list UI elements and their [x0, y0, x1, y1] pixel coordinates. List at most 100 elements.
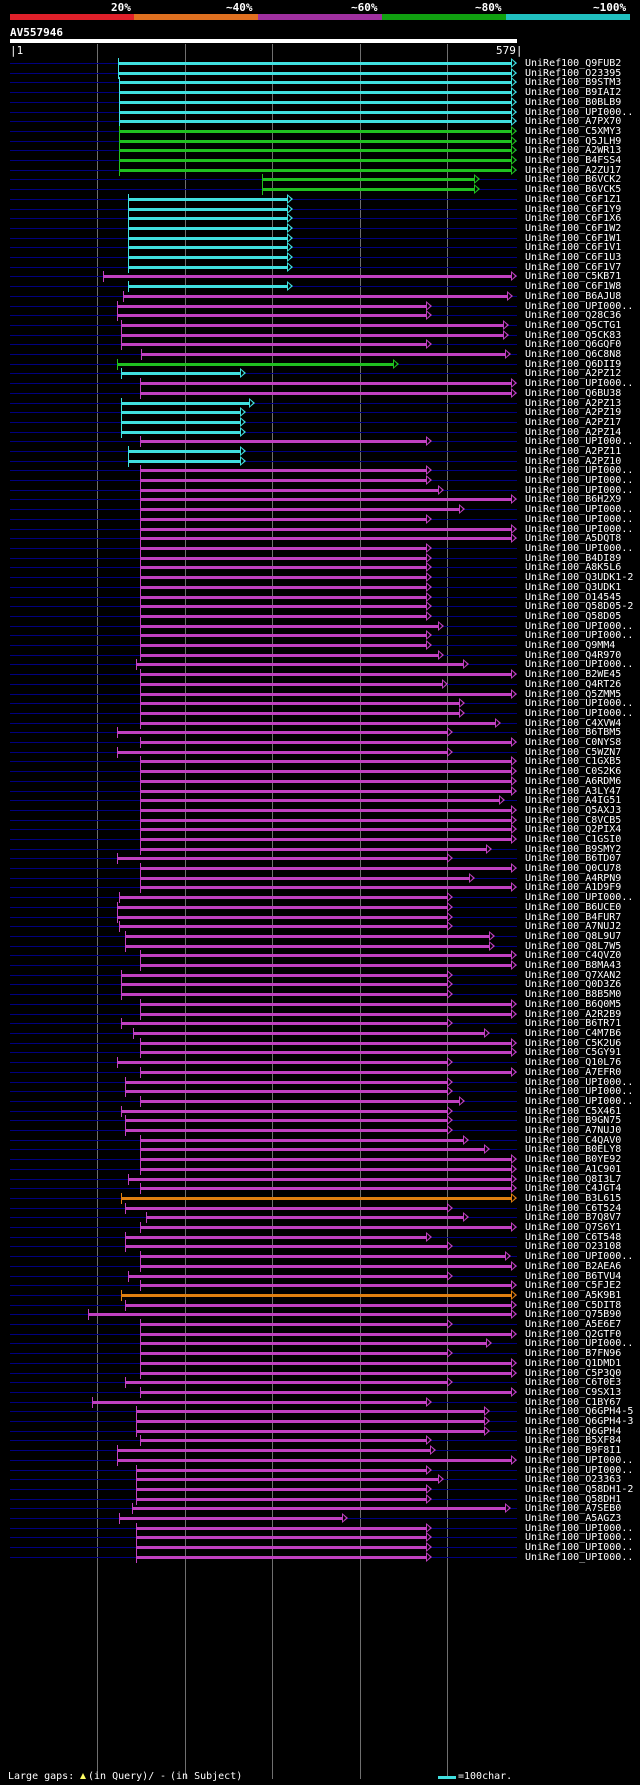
hit-link[interactable]: UniRef100_Q9FUB2	[525, 58, 622, 69]
hit-link[interactable]: UniRef100_C6F1W8	[525, 281, 622, 292]
hit-link[interactable]: UniRef100_A7EFR0	[525, 1067, 622, 1078]
hit-link[interactable]: UniRef100_C5DIT8	[525, 1300, 622, 1311]
hit-link[interactable]: UniRef100_C0S2K6	[525, 766, 622, 777]
hit-link[interactable]: UniRef100_C0NYS8	[525, 737, 622, 748]
hit-link[interactable]: UniRef100_C6F1V1	[525, 242, 622, 253]
hit-link[interactable]: UniRef100_UPI000..	[525, 1465, 634, 1476]
hit-link[interactable]: UniRef100_B6H2X9	[525, 494, 622, 505]
hit-link[interactable]: UniRef100_Q5CK83	[525, 330, 622, 341]
hit-link[interactable]: UniRef100_A2PZ14	[525, 427, 622, 438]
hit-link[interactable]: UniRef100_A2PZ11	[525, 446, 622, 457]
hit-link[interactable]: UniRef100_B0YE92	[525, 1154, 622, 1165]
hit-link[interactable]: UniRef100_Q7XAN2	[525, 970, 622, 981]
hit-link[interactable]: UniRef100_B2AEA6	[525, 1261, 622, 1272]
hit-link[interactable]: UniRef100_A2PZ10	[525, 456, 622, 467]
hit-link[interactable]: UniRef100_Q5JLH9	[525, 136, 622, 147]
hit-link[interactable]: UniRef100_B2WE45	[525, 669, 622, 680]
hit-link[interactable]: UniRef100_C1BY67	[525, 1397, 622, 1408]
hit-link[interactable]: UniRef100_B7FN96	[525, 1348, 622, 1359]
hit-link[interactable]: UniRef100_Q6GPH4-3	[525, 1416, 634, 1427]
hit-link[interactable]: UniRef100_C5WZN7	[525, 747, 622, 758]
hit-link[interactable]: UniRef100_B9SMY2	[525, 844, 622, 855]
hit-link[interactable]: UniRef100_UPI000..	[525, 1251, 634, 1262]
hit-link[interactable]: UniRef100_A3LY47	[525, 786, 622, 797]
hit-link[interactable]: UniRef100_B9F8I1	[525, 1445, 622, 1456]
hit-link[interactable]: UniRef100_Q9MM4	[525, 640, 616, 651]
hit-link[interactable]: UniRef100_B5XF84	[525, 1435, 622, 1446]
hit-link[interactable]: UniRef100_B4FUR7	[525, 912, 622, 923]
hit-link[interactable]: UniRef100_B4DI89	[525, 553, 622, 564]
hit-link[interactable]: UniRef100_UPI000..	[525, 514, 634, 525]
hit-link[interactable]: UniRef100_UPI000..	[525, 892, 634, 903]
hit-link[interactable]: UniRef100_O23363	[525, 1474, 622, 1485]
hit-link[interactable]: UniRef100_C4QVZ0	[525, 950, 622, 961]
hit-link[interactable]: UniRef100_C6F1Z1	[525, 194, 622, 205]
hit-link[interactable]: UniRef100_Q6DII9	[525, 359, 622, 370]
hit-link[interactable]: UniRef100_B6TVU4	[525, 1271, 622, 1282]
hit-link[interactable]: UniRef100_C6F1Y9	[525, 204, 622, 215]
hit-link[interactable]: UniRef100_C4QAV0	[525, 1135, 622, 1146]
hit-link[interactable]: UniRef100_C5X461	[525, 1106, 622, 1117]
hit-link[interactable]: UniRef100_Q8L7W5	[525, 941, 622, 952]
hit-link[interactable]: UniRef100_A2PZ12	[525, 368, 622, 379]
hit-link[interactable]: UniRef100_B6Q0M5	[525, 999, 622, 1010]
hit-link[interactable]: UniRef100_Q6GQF0	[525, 339, 622, 350]
hit-link[interactable]: UniRef100_Q2PIX4	[525, 824, 622, 835]
hit-link[interactable]: UniRef100_C6F1U3	[525, 252, 622, 263]
hit-link[interactable]: UniRef100_Q4R970	[525, 650, 622, 661]
hit-link[interactable]: UniRef100_UPI000..	[525, 524, 634, 535]
hit-link[interactable]: UniRef100_Q8L9U7	[525, 931, 622, 942]
hit-link[interactable]: UniRef100_B9IAI2	[525, 87, 622, 98]
hit-link[interactable]: UniRef100_C6T524	[525, 1203, 622, 1214]
hit-link[interactable]: UniRef100_Q58DH1	[525, 1494, 622, 1505]
hit-link[interactable]: UniRef100_B9STM3	[525, 77, 622, 88]
hit-link[interactable]: UniRef100_A5AGZ3	[525, 1513, 622, 1524]
hit-link[interactable]: UniRef100_C6T548	[525, 1232, 622, 1243]
hit-link[interactable]: UniRef100_A2WR13	[525, 145, 622, 156]
hit-link[interactable]: UniRef100_O23108	[525, 1241, 622, 1252]
hit-link[interactable]: UniRef100_C1GSI0	[525, 834, 622, 845]
hit-link[interactable]: UniRef100_UPI000..	[525, 708, 634, 719]
hit-link[interactable]: UniRef100_B8B5M0	[525, 989, 622, 1000]
hit-link[interactable]: UniRef100_Q8I3L7	[525, 1174, 622, 1185]
hit-link[interactable]: UniRef100_UPI000..	[525, 436, 634, 447]
hit-link[interactable]: UniRef100_B6UCE0	[525, 902, 622, 913]
hit-link[interactable]: UniRef100_Q3UDK1	[525, 582, 622, 593]
hit-link[interactable]: UniRef100_B7Q8V7	[525, 1212, 622, 1223]
hit-link[interactable]: UniRef100_A2R2B9	[525, 1009, 622, 1020]
hit-link[interactable]: UniRef100_B6VCK5	[525, 184, 622, 195]
hit-link[interactable]: UniRef100_UPI000..	[525, 1096, 634, 1107]
hit-link[interactable]: UniRef100_B9GN75	[525, 1115, 622, 1126]
hit-link[interactable]: UniRef100_A4RPN9	[525, 873, 622, 884]
hit-link[interactable]: UniRef100_UPI000..	[525, 465, 634, 476]
hit-link[interactable]: UniRef100_C4M7B6	[525, 1028, 622, 1039]
hit-link[interactable]: UniRef100_UPI000..	[525, 1455, 634, 1466]
hit-link[interactable]: UniRef100_C5XMY3	[525, 126, 622, 137]
hit-link[interactable]: UniRef100_Q5CTG1	[525, 320, 622, 331]
hit-link[interactable]: UniRef100_Q0D3Z6	[525, 979, 622, 990]
hit-link[interactable]: UniRef100_C9SX13	[525, 1387, 622, 1398]
hit-link[interactable]: UniRef100_C5P3Q0	[525, 1368, 622, 1379]
hit-link[interactable]: UniRef100_A7NUJ2	[525, 921, 622, 932]
hit-link[interactable]: UniRef100_Q6C8N8	[525, 349, 622, 360]
hit-link[interactable]: UniRef100_Q6BU38	[525, 388, 622, 399]
hit-link[interactable]: UniRef100_C5KB71	[525, 271, 622, 282]
hit-link[interactable]: UniRef100_B6TR71	[525, 1018, 622, 1029]
hit-link[interactable]: UniRef100_Q4RT26	[525, 679, 622, 690]
hit-link[interactable]: UniRef100_B4FSS4	[525, 155, 622, 166]
hit-link[interactable]: UniRef100_UPI000..	[525, 543, 634, 554]
hit-link[interactable]: UniRef100_Q58DH1-2	[525, 1484, 634, 1495]
hit-link[interactable]: UniRef100_A2PZ19	[525, 407, 622, 418]
hit-link[interactable]: UniRef100_Q3UDK1-2	[525, 572, 634, 583]
hit-link[interactable]: UniRef100_UPI000..	[525, 378, 634, 389]
hit-link[interactable]: UniRef100_UPI000..	[525, 475, 634, 486]
hit-link[interactable]: UniRef100_C4JGT4	[525, 1183, 622, 1194]
hit-link[interactable]: UniRef100_A6RDM6	[525, 776, 622, 787]
hit-link[interactable]: UniRef100_Q5ZMM5	[525, 689, 622, 700]
hit-link[interactable]: UniRef100_A2ZU17	[525, 165, 622, 176]
hit-link[interactable]: UniRef100_O23395	[525, 68, 622, 79]
hit-link[interactable]: UniRef100_Q58D05	[525, 611, 622, 622]
hit-link[interactable]: UniRef100_UPI000..	[525, 621, 634, 632]
hit-link[interactable]: UniRef100_B0ELY8	[525, 1144, 622, 1155]
hit-link[interactable]: UniRef100_A8K5L6	[525, 562, 622, 573]
